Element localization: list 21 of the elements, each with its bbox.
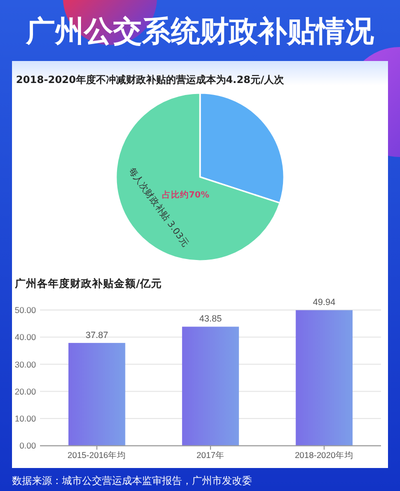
y-tick-label: 50.00 [14, 305, 36, 315]
bar [296, 310, 353, 446]
source-note: 数据来源：城市公交营运成本监审报告，广州市发改委 [12, 475, 252, 487]
y-tick-label: 10.00 [14, 414, 36, 424]
y-tick-label: 20.00 [14, 386, 36, 396]
y-tick-label: 0.00 [19, 440, 36, 451]
data-label: 占比约70% [162, 190, 210, 201]
chart-subtitle: 2018-2020年度不冲减财政补贴的营运成本为4.28元/人次 [16, 74, 286, 86]
x-tick-label: 2015-2016年均 [68, 450, 126, 460]
chart-title: 广州各年度财政补贴金额/亿元 [14, 277, 162, 290]
data-label: 43.85 [199, 314, 222, 324]
chart-title: 广州公交系统财政补贴情况 [25, 14, 375, 48]
bar [182, 326, 239, 446]
pie-slice [115, 92, 281, 262]
y-tick-label: 40.00 [14, 332, 36, 342]
y-tick-label: 30.00 [14, 359, 36, 370]
data-label: 49.94 [312, 297, 336, 308]
data-label: 37.87 [86, 330, 108, 340]
x-tick-label: 2018-2020年均 [294, 450, 354, 460]
bar [68, 342, 126, 446]
x-tick-label: 2017年 [196, 450, 224, 460]
